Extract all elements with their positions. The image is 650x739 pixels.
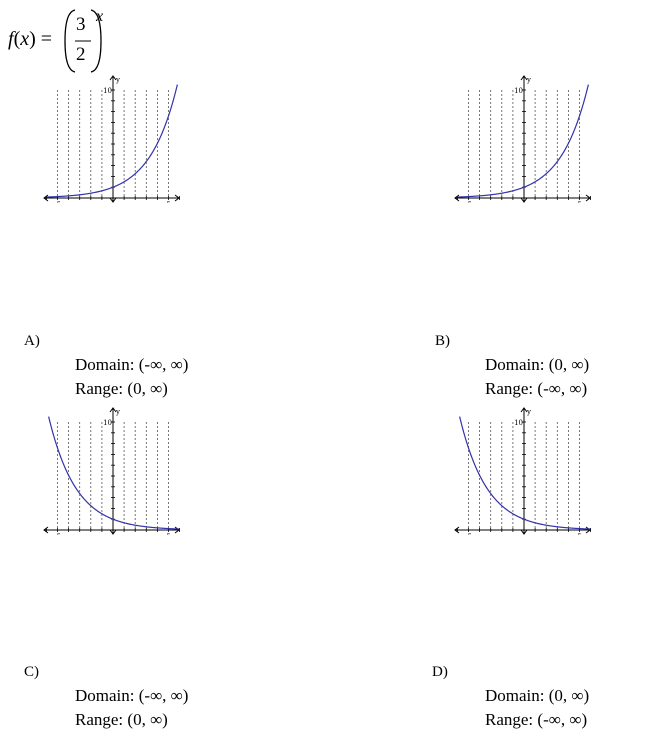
y-tick-label-10: 10: [514, 87, 523, 95]
graph-d: y10 x -5 5: [453, 405, 598, 535]
graph-svg: y10 x -5 5: [454, 75, 592, 203]
option-c-range: Range: (0, ∞): [75, 710, 168, 729]
function-lhs: f(x) =: [8, 28, 53, 50]
y-axis-bottom-arrow-icon: [109, 197, 117, 203]
option-b-domain: Domain: (0, ∞): [485, 355, 590, 374]
y-axis-top-arrow-icon: [520, 407, 528, 413]
x-axis-right-arrow-icon: [585, 526, 591, 534]
question-formula: f(x) = 3 2 x: [8, 6, 128, 74]
graph-a: y10 x -5 5: [42, 73, 187, 203]
x-tick-label-5: 5: [577, 201, 581, 203]
y-axis-top-arrow-icon: [109, 407, 117, 413]
x-tick-label-5: 5: [166, 201, 170, 203]
y-axis-bottom-arrow-icon: [520, 529, 528, 535]
function-curve: [457, 84, 589, 198]
option-c-letter: C): [24, 664, 39, 680]
x-axis-right-arrow-icon: [585, 194, 591, 202]
y-axis-bottom-arrow-icon: [109, 529, 117, 535]
x-axis-label: x: [588, 533, 592, 535]
y-axis-label: y: [115, 408, 120, 416]
option-a-range: Range: (0, ∞): [75, 379, 168, 398]
x-tick-label-neg5: -5: [54, 533, 61, 535]
function-curve: [459, 416, 591, 530]
x-tick-label-neg5: -5: [465, 533, 472, 535]
y-axis-top-arrow-icon: [520, 75, 528, 81]
graph-svg: y10 x -5 5: [454, 407, 592, 535]
x-axis-right-arrow-icon: [174, 526, 180, 534]
fraction-numerator: 3: [76, 14, 86, 35]
option-d-domain: Domain: (0, ∞): [485, 686, 590, 705]
option-d-letter: D): [432, 664, 448, 680]
option-d-range: Range: (-∞, ∞): [485, 710, 588, 729]
option-a-domain: Domain: (-∞, ∞): [75, 355, 189, 374]
graph-svg: y10 x -5 5: [43, 75, 181, 203]
x-tick-label-neg5: -5: [465, 201, 472, 203]
y-tick-label-10: 10: [103, 87, 112, 95]
graph-b: y10 x -5 5: [453, 73, 598, 203]
y-axis-top-arrow-icon: [109, 75, 117, 81]
y-axis-label: y: [526, 408, 531, 416]
x-axis-label: x: [588, 201, 592, 203]
y-axis-label: y: [526, 76, 531, 84]
graph-c: y10 x -5 5: [42, 405, 187, 535]
x-axis-label: x: [177, 533, 181, 535]
y-tick-label-10: 10: [514, 419, 523, 427]
option-c-domain: Domain: (-∞, ∞): [75, 686, 189, 705]
x-tick-label-5: 5: [166, 533, 170, 535]
option-b-letter: B): [435, 333, 450, 349]
exponent: x: [96, 8, 104, 25]
x-tick-label-neg5: -5: [54, 201, 61, 203]
option-b-range: Range: (-∞, ∞): [485, 379, 588, 398]
function-curve: [48, 416, 180, 530]
function-curve: [46, 84, 178, 198]
graph-svg: y10 x -5 5: [43, 407, 181, 535]
y-axis-bottom-arrow-icon: [520, 197, 528, 203]
x-tick-label-5: 5: [577, 533, 581, 535]
option-a-letter: A): [24, 333, 40, 349]
y-tick-label-10: 10: [103, 419, 112, 427]
parentheses-icon: [64, 9, 102, 73]
x-axis-label: x: [177, 201, 181, 203]
y-axis-label: y: [115, 76, 120, 84]
fraction-denominator: 2: [76, 44, 86, 65]
x-axis-right-arrow-icon: [174, 194, 180, 202]
